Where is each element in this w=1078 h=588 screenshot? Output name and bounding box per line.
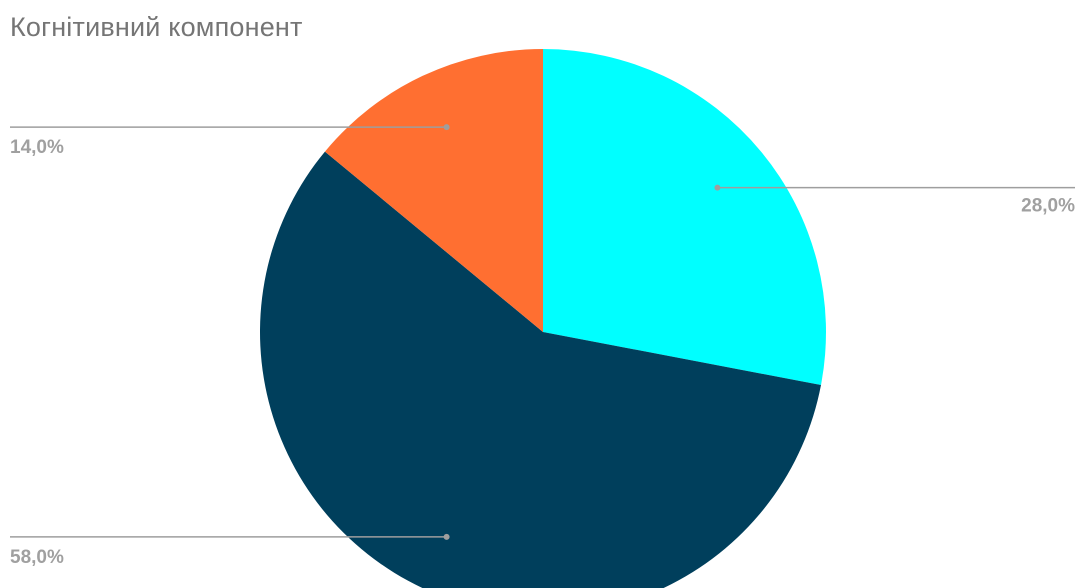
- pie-slice-1: [543, 49, 826, 386]
- pie-slices: [259, 49, 826, 588]
- leader-dot-1: [714, 184, 721, 191]
- leader-dot-3: [443, 124, 450, 131]
- slice-label-1: 28,0%: [1021, 196, 1075, 217]
- leader-lines: [10, 124, 1075, 540]
- pie-slice-2: [259, 151, 821, 588]
- slice-label-3: 14,0%: [10, 137, 64, 158]
- slice-labels: 28,0% 58,0% 14,0%: [10, 137, 1075, 568]
- chart-title: Когнітивний компонент: [10, 12, 303, 42]
- leader-dot-2: [443, 533, 450, 540]
- slice-label-2: 58,0%: [10, 547, 64, 568]
- pie-slice-3: [324, 49, 543, 332]
